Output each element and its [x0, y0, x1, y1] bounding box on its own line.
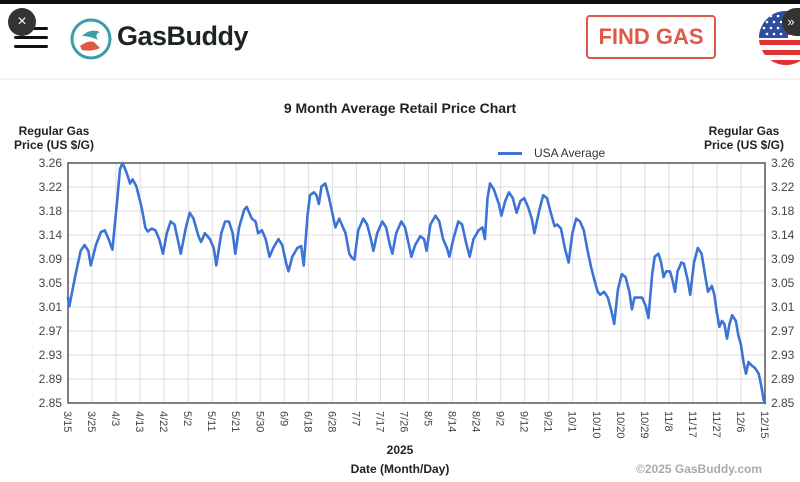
x-axis-label: Date (Month/Day)	[350, 462, 450, 476]
y-tick-label-left: 3.01	[39, 300, 63, 314]
x-tick-label: 3/15	[61, 411, 73, 432]
y-axis-label-left: Regular Gas Price (US $/G)	[4, 124, 104, 152]
y-axis-label-left-line1: Regular Gas	[18, 124, 90, 138]
y-tick-label-right: 3.22	[771, 180, 795, 194]
x-tick-label: 7/7	[349, 411, 361, 426]
y-tick-label-right: 2.85	[771, 396, 795, 410]
y-tick-label-left: 3.14	[39, 228, 63, 242]
y-tick-label-left: 3.26	[39, 156, 63, 170]
y-tick-label-right: 3.18	[771, 204, 795, 218]
x-tick-label: 10/1	[566, 411, 578, 432]
y-tick-label-right: 3.14	[771, 228, 795, 242]
x-tick-label: 12/6	[734, 411, 746, 432]
legend-swatch	[498, 152, 522, 156]
y-tick-label-left: 3.09	[39, 252, 63, 266]
chart-legend: USA Average	[498, 146, 605, 160]
y-tick-label-left: 2.89	[39, 372, 63, 386]
legend-label: USA Average	[534, 146, 606, 160]
x-tick-label: 8/14	[446, 411, 458, 432]
y-tick-label-right: 2.93	[771, 348, 795, 362]
x-tick-label: 10/20	[614, 411, 626, 439]
gasbuddy-logo-icon[interactable]	[70, 18, 112, 60]
x-tick-label: 5/2	[181, 411, 193, 426]
x-tick-label: 5/11	[205, 411, 217, 432]
x-tick-label: 7/26	[397, 411, 409, 432]
x-tick-label: 6/9	[277, 411, 289, 426]
y-tick-label-right: 2.97	[771, 324, 795, 338]
x-tick-label: 4/22	[157, 411, 169, 432]
plot-frame	[67, 162, 766, 404]
x-tick-label: 11/8	[662, 411, 674, 432]
y-tick-label-left: 2.85	[39, 396, 63, 410]
x-tick-label: 4/13	[133, 411, 145, 432]
y-tick-label-right: 3.09	[771, 252, 795, 266]
copyright-text: ©2025 GasBuddy.com	[636, 462, 762, 476]
x-tick-label: 6/18	[301, 411, 313, 432]
x-tick-label: 9/2	[494, 411, 506, 426]
expand-icon[interactable]: »	[782, 8, 800, 36]
brand-name[interactable]: GasBuddy	[117, 21, 249, 51]
chart-title: 9 Month Average Retail Price Chart	[283, 100, 517, 116]
x-axis-year-label: 2025	[386, 443, 414, 457]
x-tick-label: 7/17	[373, 411, 385, 432]
close-icon[interactable]: ×	[8, 8, 36, 36]
y-tick-label-right: 3.05	[771, 276, 795, 290]
x-tick-label: 8/24	[470, 411, 482, 432]
y-axis-label-right: Regular Gas Price (US $/G)	[692, 124, 796, 152]
x-tick-label: 8/5	[422, 411, 434, 426]
y-tick-label-right: 2.89	[771, 372, 795, 386]
find-gas-button[interactable]: FIND GAS	[586, 15, 716, 59]
x-tick-label: 11/27	[710, 411, 722, 438]
x-tick-label: 5/21	[229, 411, 241, 432]
y-axis-label-right-line1: Regular Gas	[708, 124, 780, 138]
x-tick-label: 11/17	[686, 411, 698, 438]
y-tick-label-left: 2.97	[39, 324, 63, 338]
y-tick-label-right: 3.01	[771, 300, 795, 314]
x-tick-label: 9/21	[542, 411, 554, 432]
x-tick-label: 6/28	[325, 411, 337, 432]
x-tick-label: 3/25	[85, 411, 97, 432]
y-tick-label-left: 2.93	[39, 348, 63, 362]
y-axis-label-right-line2: Price (US $/G)	[703, 138, 785, 152]
x-tick-label: 12/15	[758, 411, 770, 439]
series-line-usa-average	[66, 161, 767, 405]
x-tick-label: 5/30	[253, 411, 265, 432]
y-tick-label-left: 3.05	[39, 276, 63, 290]
x-tick-label: 9/12	[518, 411, 530, 432]
x-tick-label: 10/10	[590, 411, 602, 439]
top-bar	[0, 0, 800, 4]
x-tick-label: 10/29	[638, 411, 650, 439]
x-tick-label: 4/3	[109, 411, 121, 426]
y-tick-label-left: 3.22	[39, 180, 63, 194]
y-tick-label-left: 3.18	[39, 204, 63, 218]
y-axis-label-left-line2: Price (US $/G)	[13, 138, 95, 152]
y-tick-label-right: 3.26	[771, 156, 795, 170]
header-divider	[0, 78, 800, 80]
